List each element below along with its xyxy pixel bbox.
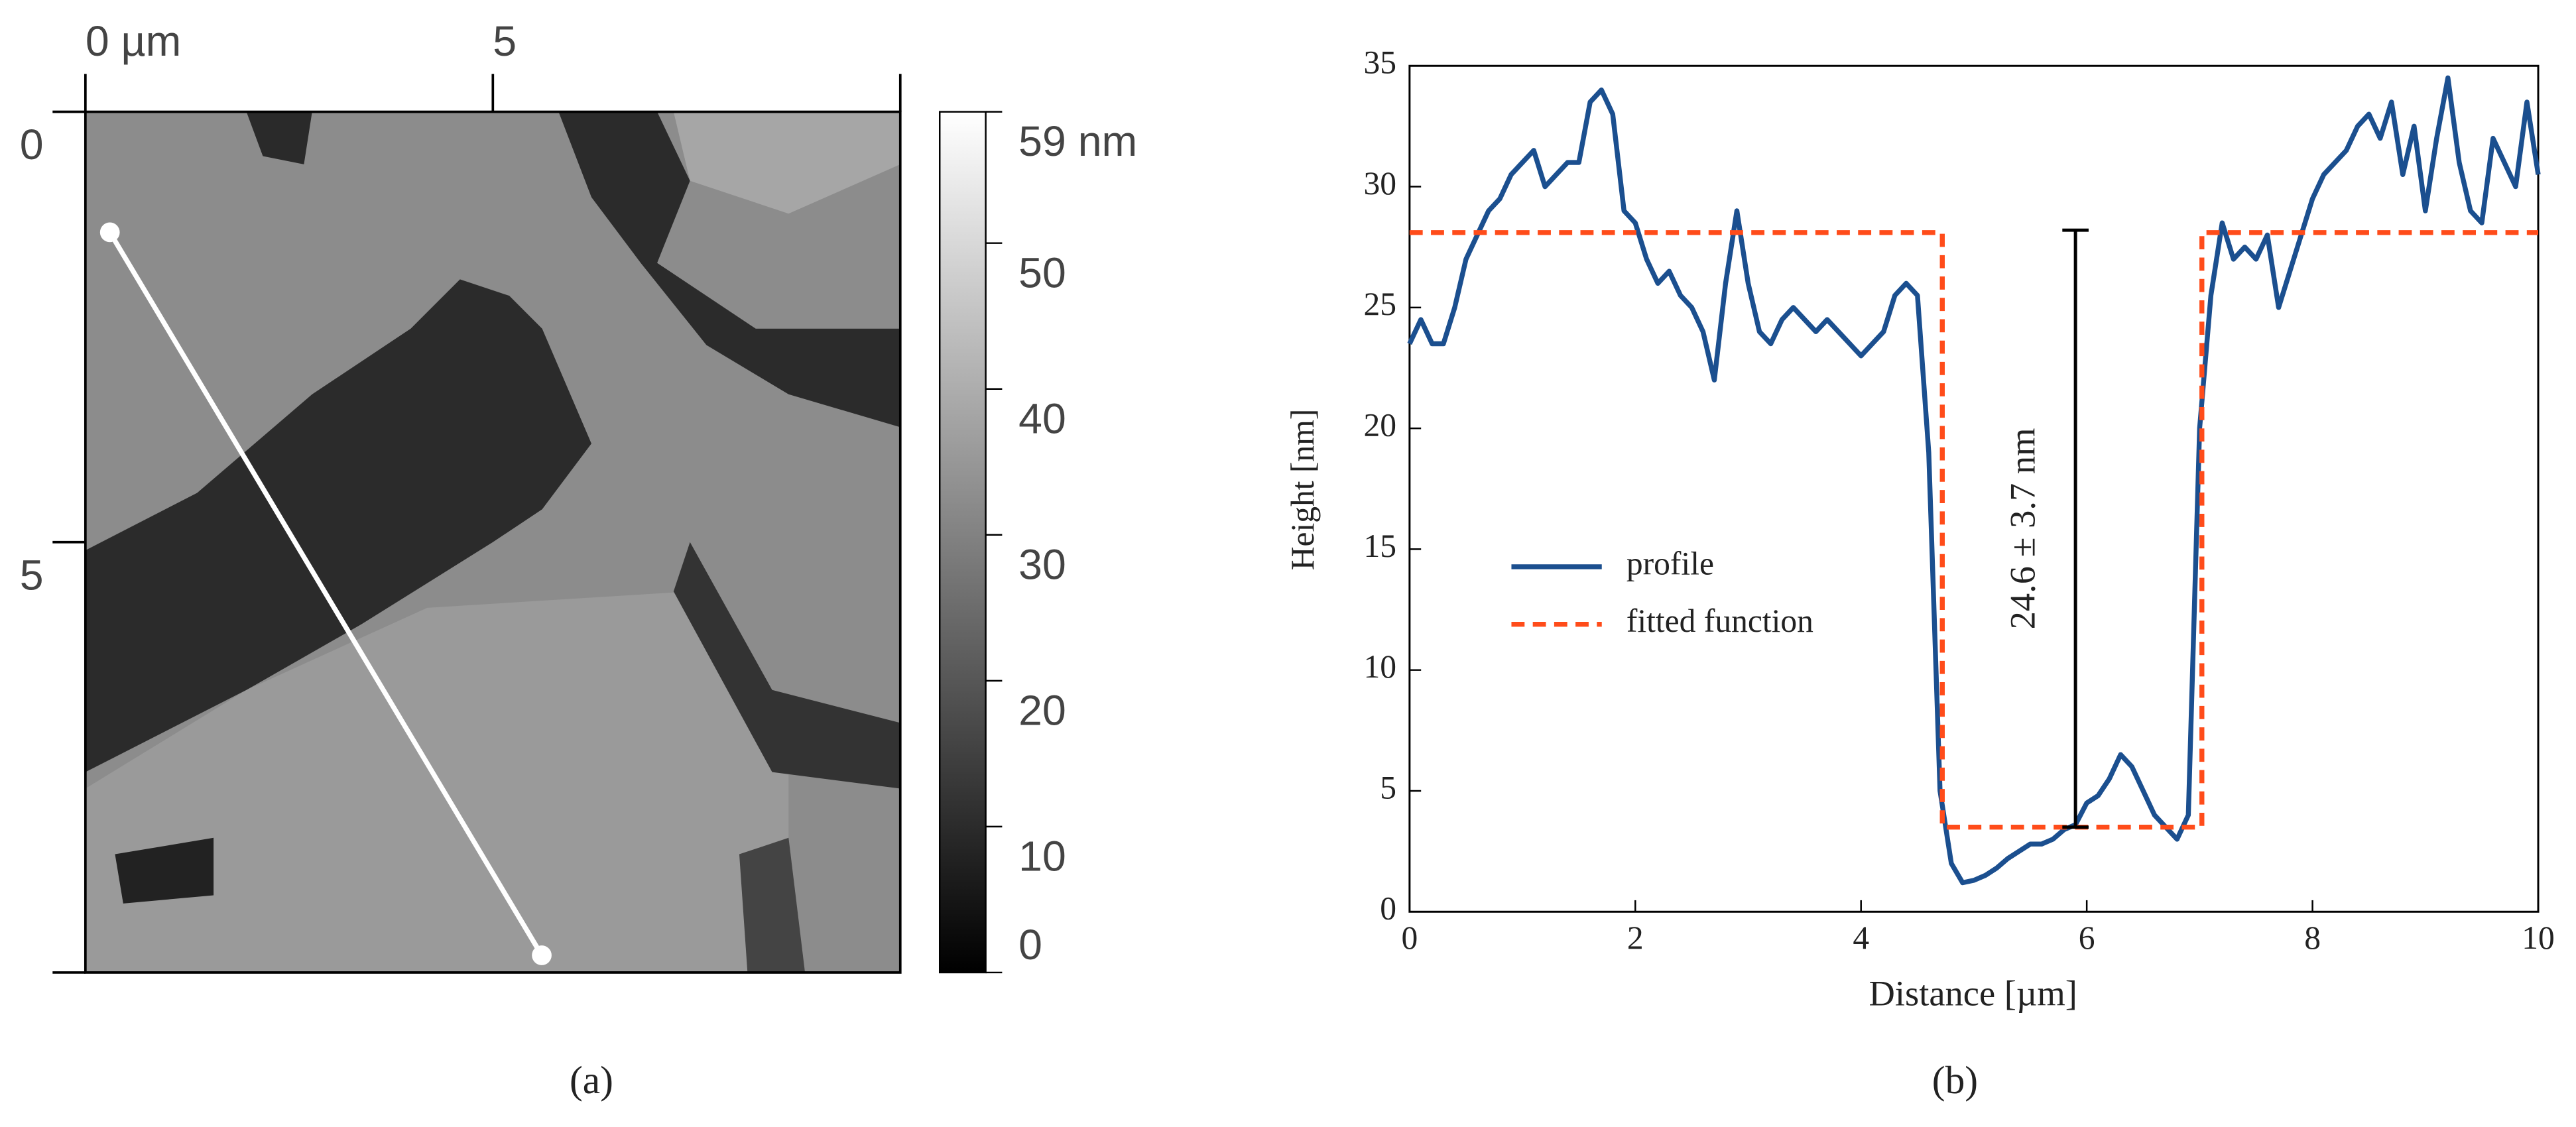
afm-image: [85, 111, 900, 973]
colorbar-tick-label: 20: [1018, 686, 1066, 734]
y-tick-label: 20: [1363, 406, 1396, 443]
series-line: [1409, 230, 2539, 830]
y-tick-label: 35: [1363, 44, 1396, 81]
x-axis-label: Distance [µm]: [1869, 973, 2077, 1014]
x-tick-label: 8: [2304, 919, 2321, 956]
y-tick-label: 30: [1363, 165, 1396, 202]
profile-endpoint: [99, 222, 120, 243]
y-tick-label: 25: [1363, 286, 1396, 322]
colorbar: [938, 111, 987, 974]
y-tick-label: 0: [1380, 890, 1396, 927]
colorbar-tick-label: 50: [1018, 249, 1066, 296]
annotation: 24.6 ± 3.7 nm: [2002, 428, 2042, 629]
series-line: [1407, 75, 2541, 886]
y-tick-label: 10: [1363, 648, 1396, 685]
x-tick-label: 2: [1627, 919, 1644, 956]
y-tick-label: 5: [1380, 769, 1396, 805]
plot-frame: [1408, 64, 2540, 913]
y-tick-label: 0: [20, 121, 44, 168]
x-tick-label: 5: [493, 17, 517, 65]
x-tick-label: 4: [1853, 919, 1869, 956]
y-tick-label: 5: [20, 551, 44, 599]
colorbar-tick-label: 10: [1018, 832, 1066, 880]
y-axis-label: Height [nm]: [1284, 409, 1321, 571]
caption: (a): [570, 1058, 613, 1102]
x-tick-label: 10: [2522, 919, 2555, 956]
profile-line: [107, 231, 544, 957]
x-tick-label: 0: [1401, 919, 1418, 956]
colorbar-tick-label: 59 nm: [1018, 117, 1137, 165]
colorbar-tick-label: 0: [1018, 921, 1042, 969]
colorbar-tick-label: 40: [1018, 394, 1066, 442]
x-tick-label: 0 µm: [86, 17, 181, 65]
profile-endpoint: [532, 945, 552, 965]
legend-label: profile: [1626, 545, 1714, 581]
y-tick-label: 15: [1363, 528, 1396, 564]
legend-label: fitted function: [1626, 603, 1813, 639]
caption: (b): [1932, 1058, 1978, 1102]
x-tick-label: 6: [2079, 919, 2095, 956]
colorbar-tick-label: 30: [1018, 540, 1066, 588]
